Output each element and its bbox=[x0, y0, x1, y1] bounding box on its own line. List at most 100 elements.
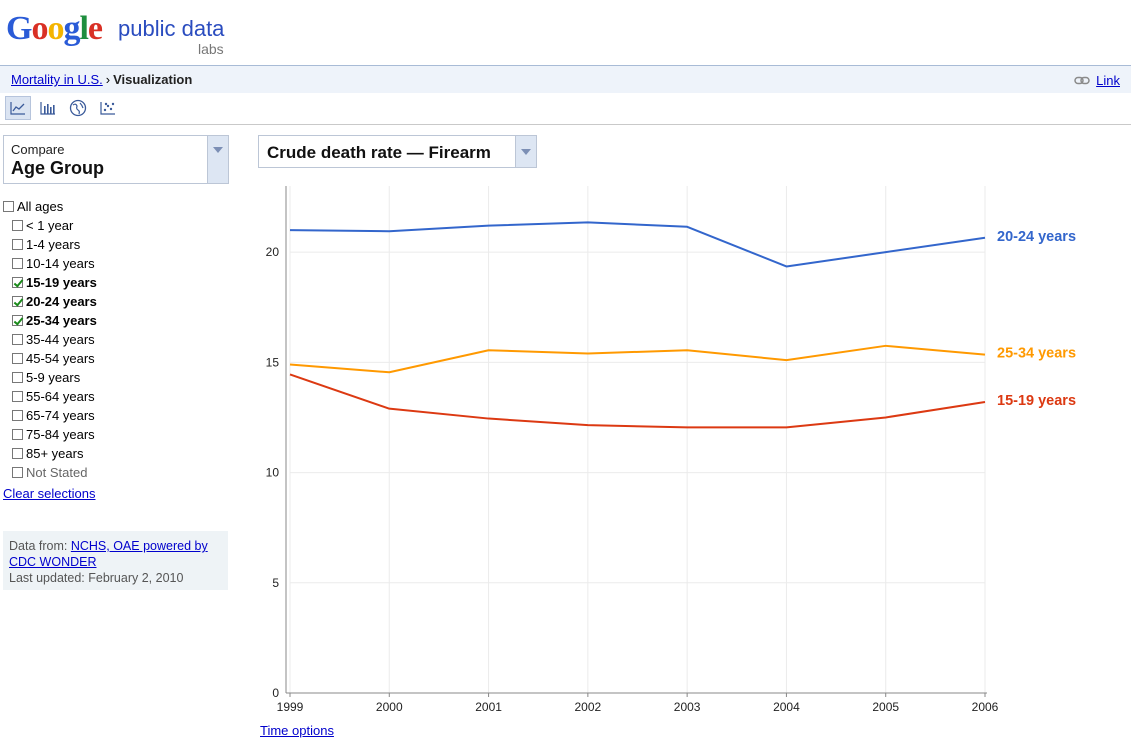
series-line bbox=[289, 373, 986, 429]
labs-label: labs bbox=[198, 41, 224, 57]
age-group-label: 35-44 years bbox=[26, 332, 95, 347]
checkbox[interactable] bbox=[12, 277, 23, 288]
series-line bbox=[289, 344, 986, 374]
last-updated: Last updated: February 2, 2010 bbox=[9, 571, 184, 585]
metric-dropdown[interactable]: Crude death rate — Firearm bbox=[258, 135, 537, 168]
compare-dropdown[interactable]: Compare Age Group bbox=[3, 135, 229, 184]
chevron-down-icon[interactable] bbox=[515, 136, 536, 167]
age-group-item[interactable]: Not Stated bbox=[12, 463, 87, 482]
checkbox[interactable] bbox=[12, 410, 23, 421]
age-group-label: 1-4 years bbox=[26, 237, 81, 252]
logo-letter: e bbox=[87, 10, 103, 47]
y-tick-label: 10 bbox=[266, 466, 280, 480]
age-group-item[interactable]: 25-34 years bbox=[12, 311, 97, 330]
breadcrumb-bar: Mortality in U.S. › Visualization Link bbox=[0, 65, 1131, 93]
age-group-item[interactable]: 45-54 years bbox=[12, 349, 95, 368]
x-tick-label: 2005 bbox=[872, 700, 899, 714]
google-logo[interactable]: Google public data labs bbox=[6, 10, 224, 58]
age-group-label: 85+ years bbox=[26, 446, 84, 461]
logo-letter: g bbox=[63, 10, 80, 47]
age-group-label: 25-34 years bbox=[26, 313, 97, 328]
age-group-label: 65-74 years bbox=[26, 408, 95, 423]
link-label[interactable]: Link bbox=[1096, 73, 1120, 88]
age-group-label: 45-54 years bbox=[26, 351, 95, 366]
metric-label: Crude death rate — Firearm bbox=[267, 143, 491, 162]
x-tick-label: 2001 bbox=[475, 700, 502, 714]
checkbox[interactable] bbox=[12, 239, 23, 250]
compare-value: Age Group bbox=[11, 158, 104, 178]
checkbox[interactable] bbox=[12, 429, 23, 440]
compare-label: Compare bbox=[11, 142, 65, 157]
checkbox[interactable] bbox=[12, 220, 23, 231]
checkbox[interactable] bbox=[3, 201, 14, 212]
checkbox[interactable] bbox=[12, 448, 23, 459]
age-group-label: Not Stated bbox=[26, 465, 88, 480]
logo-letter: l bbox=[79, 10, 89, 47]
logo-letter: o bbox=[47, 10, 64, 47]
age-group-item[interactable]: 75-84 years bbox=[12, 425, 95, 444]
clear-selections-link[interactable]: Clear selections bbox=[3, 486, 96, 501]
age-group-label: 15-19 years bbox=[26, 275, 97, 290]
data-source-box: Data from: NCHS, OAE powered by CDC WOND… bbox=[3, 531, 228, 590]
logo-letter: G bbox=[6, 10, 32, 47]
age-group-label: 20-24 years bbox=[26, 294, 97, 309]
checkbox[interactable] bbox=[12, 296, 23, 307]
breadcrumb-link-parent[interactable]: Mortality in U.S. bbox=[11, 72, 103, 87]
source-link[interactable]: NCHS, OAE powered by CDC WONDER bbox=[9, 539, 208, 569]
age-group-item[interactable]: 5-9 years bbox=[12, 368, 80, 387]
breadcrumb: Mortality in U.S. › Visualization bbox=[11, 72, 192, 87]
breadcrumb-current: Visualization bbox=[113, 72, 193, 87]
line-chart-button[interactable] bbox=[5, 96, 31, 120]
product-name: public data bbox=[118, 16, 225, 41]
checkbox[interactable] bbox=[12, 334, 23, 345]
age-group-label: 5-9 years bbox=[26, 370, 81, 385]
globe-icon bbox=[69, 99, 87, 117]
x-tick-label: 2000 bbox=[376, 700, 403, 714]
logo-letter: o bbox=[31, 10, 48, 47]
age-group-item[interactable]: < 1 year bbox=[12, 216, 73, 235]
age-group-item[interactable]: 10-14 years bbox=[12, 254, 95, 273]
x-tick-label: 1999 bbox=[277, 700, 304, 714]
scatter-button[interactable] bbox=[95, 96, 121, 120]
y-tick-label: 5 bbox=[272, 576, 279, 590]
age-group-item[interactable]: 35-44 years bbox=[12, 330, 95, 349]
link-button[interactable]: Link bbox=[1074, 73, 1120, 88]
bar-chart-icon bbox=[40, 102, 55, 115]
map-button[interactable] bbox=[65, 96, 91, 120]
age-group-label: < 1 year bbox=[26, 218, 74, 233]
age-group-item[interactable]: 15-19 years bbox=[12, 273, 97, 292]
y-tick-label: 15 bbox=[266, 355, 280, 369]
age-group-label: All ages bbox=[17, 199, 64, 214]
chain-link-icon bbox=[1074, 74, 1093, 88]
chart-type-toolbar bbox=[0, 93, 1131, 125]
y-tick-label: 20 bbox=[266, 245, 280, 259]
age-group-item[interactable]: All ages bbox=[3, 197, 63, 216]
series-label: 20-24 years bbox=[997, 229, 1076, 245]
series-label: 15-19 years bbox=[997, 393, 1076, 409]
age-group-item[interactable]: 20-24 years bbox=[12, 292, 97, 311]
time-options-link[interactable]: Time options bbox=[260, 723, 334, 738]
age-group-item[interactable]: 1-4 years bbox=[12, 235, 80, 254]
x-tick-label: 2003 bbox=[674, 700, 701, 714]
chevron-down-icon[interactable] bbox=[207, 136, 228, 183]
age-group-label: 55-64 years bbox=[26, 389, 95, 404]
checkbox[interactable] bbox=[12, 353, 23, 364]
checkbox[interactable] bbox=[12, 258, 23, 269]
google-wordmark: Google bbox=[6, 10, 103, 48]
series-label: 25-34 years bbox=[997, 346, 1076, 362]
age-group-item[interactable]: 85+ years bbox=[12, 444, 83, 463]
y-tick-label: 0 bbox=[272, 686, 279, 700]
age-group-item[interactable]: 55-64 years bbox=[12, 387, 95, 406]
bar-chart-button[interactable] bbox=[35, 96, 61, 120]
age-group-label: 10-14 years bbox=[26, 256, 95, 271]
x-tick-label: 2006 bbox=[972, 700, 999, 714]
checkbox[interactable] bbox=[12, 391, 23, 402]
checkbox[interactable] bbox=[12, 372, 23, 383]
checkbox[interactable] bbox=[12, 315, 23, 326]
x-tick-label: 2004 bbox=[773, 700, 800, 714]
checkbox[interactable] bbox=[12, 467, 23, 478]
age-group-item[interactable]: 65-74 years bbox=[12, 406, 95, 425]
age-group-label: 75-84 years bbox=[26, 427, 95, 442]
source-prefix: Data from: bbox=[9, 539, 68, 553]
